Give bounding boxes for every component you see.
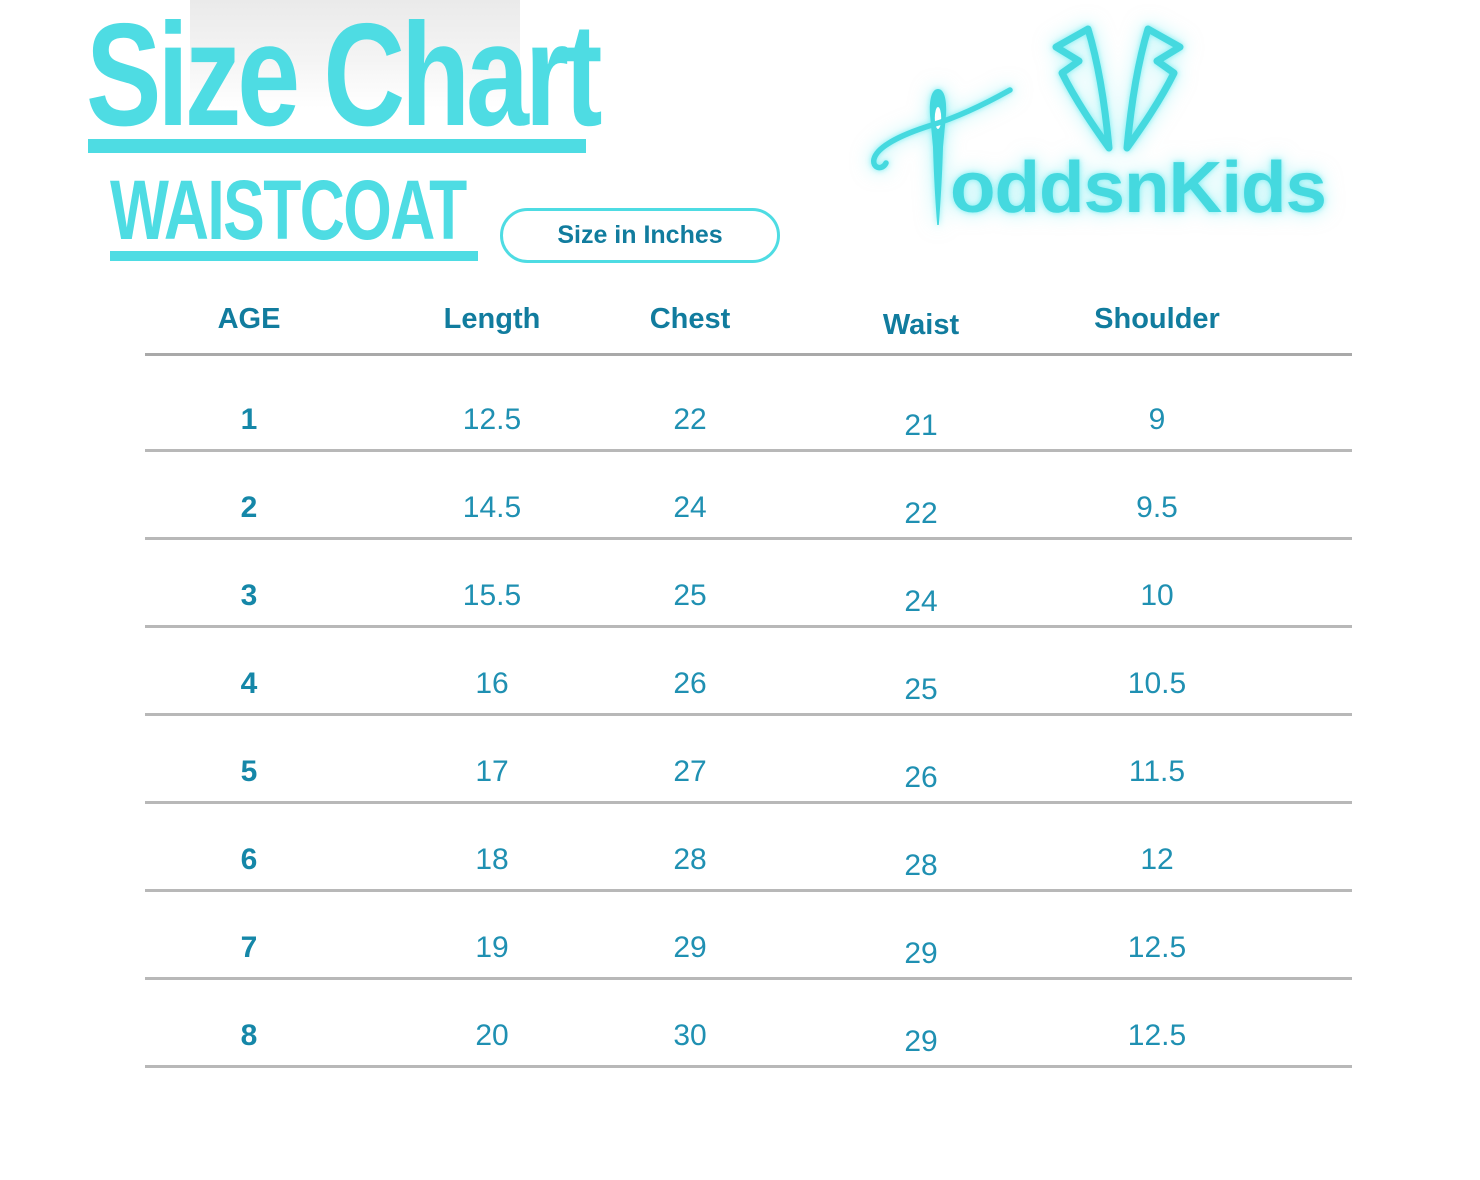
cell-length: 15.5 [462,579,522,612]
size-table: AGE Length Chest Waist Shoulder 1 12.5 22 21 9 2 1… [145,285,1352,1068]
cell-chest: 28 [673,843,707,876]
cell-waist: 21 [904,409,938,442]
cell-chest: 26 [673,667,707,700]
cell-age: 8 [240,1019,258,1052]
table-row-age-7: 7 19 29 29 12.5 [145,892,1352,980]
cell-age: 1 [240,403,258,436]
cell-age: 6 [240,843,258,876]
cell-length: 14.5 [462,491,522,524]
column-header-chest: Chest [649,303,731,335]
table-body: 1 12.5 22 21 9 2 14.5 24 22 9.5 3 15.5 25 24 10 4 16 26 25… [145,356,1352,1068]
cell-shoulder: 12.5 [1127,931,1187,964]
cell-length: 12.5 [462,403,522,436]
subtitle-underline [110,251,478,261]
cell-chest: 27 [673,755,707,788]
brand-wordmark: oddsnKids [950,148,1326,225]
column-header-waist: Waist [882,309,960,341]
cell-waist: 29 [904,1025,938,1058]
table-row-age-8: 8 20 30 29 12.5 [145,980,1352,1068]
cell-chest: 29 [673,931,707,964]
title-background-shade [190,0,520,108]
cell-shoulder: 12 [1140,843,1174,876]
table-row-age-3: 3 15.5 25 24 10 [145,540,1352,628]
column-header-length: Length [443,303,541,335]
needle-and-thread-icon [871,87,1013,235]
cell-chest: 24 [673,491,707,524]
cell-length: 17 [475,755,509,788]
cell-waist: 26 [904,761,938,794]
cell-chest: 30 [673,1019,707,1052]
toddsnkids-logo-graphic: oddsnKids [871,25,1327,235]
table-row-age-2: 2 14.5 24 22 9.5 [145,452,1352,540]
cell-waist: 29 [904,937,938,970]
cell-waist: 28 [904,849,938,882]
table-row-age-6: 6 18 28 28 12 [145,804,1352,892]
cell-chest: 22 [673,403,707,436]
collar-lightning-icon [1052,25,1184,152]
cell-shoulder: 9 [1148,403,1166,436]
cell-shoulder: 10.5 [1127,667,1187,700]
page-title: Size Chart [86,0,602,157]
title-underline [88,139,586,153]
table-row-age-1: 1 12.5 22 21 9 [145,356,1352,452]
cell-waist: 22 [904,497,938,530]
cell-shoulder: 11.5 [1128,755,1186,788]
table-row-age-5: 5 17 27 26 11.5 [145,716,1352,804]
cell-age: 2 [240,491,258,524]
cell-length: 18 [475,843,509,876]
cell-age: 5 [240,755,258,788]
cell-length: 20 [475,1019,509,1052]
unit-badge-label: Size in Inches [557,221,723,249]
unit-badge: Size in Inches [500,208,780,263]
cell-age: 3 [240,579,258,612]
cell-chest: 25 [673,579,707,612]
cell-shoulder: 10 [1140,579,1174,612]
table-header-row: AGE Length Chest Waist Shoulder [145,285,1352,356]
garment-subtitle: WAISTCOAT [110,162,467,258]
cell-shoulder: 12.5 [1127,1019,1187,1052]
column-header-shoulder: Shoulder [1094,303,1220,335]
brand-logo: oddsnKids [860,5,1350,235]
cell-length: 19 [475,931,509,964]
cell-waist: 25 [904,673,938,706]
cell-shoulder: 9.5 [1136,491,1178,524]
cell-waist: 24 [904,585,938,618]
column-header-age: AGE [217,303,281,335]
cell-age: 7 [240,931,258,964]
table-row-age-4: 4 16 26 25 10.5 [145,628,1352,716]
cell-age: 4 [240,667,258,700]
cell-length: 16 [475,667,509,700]
